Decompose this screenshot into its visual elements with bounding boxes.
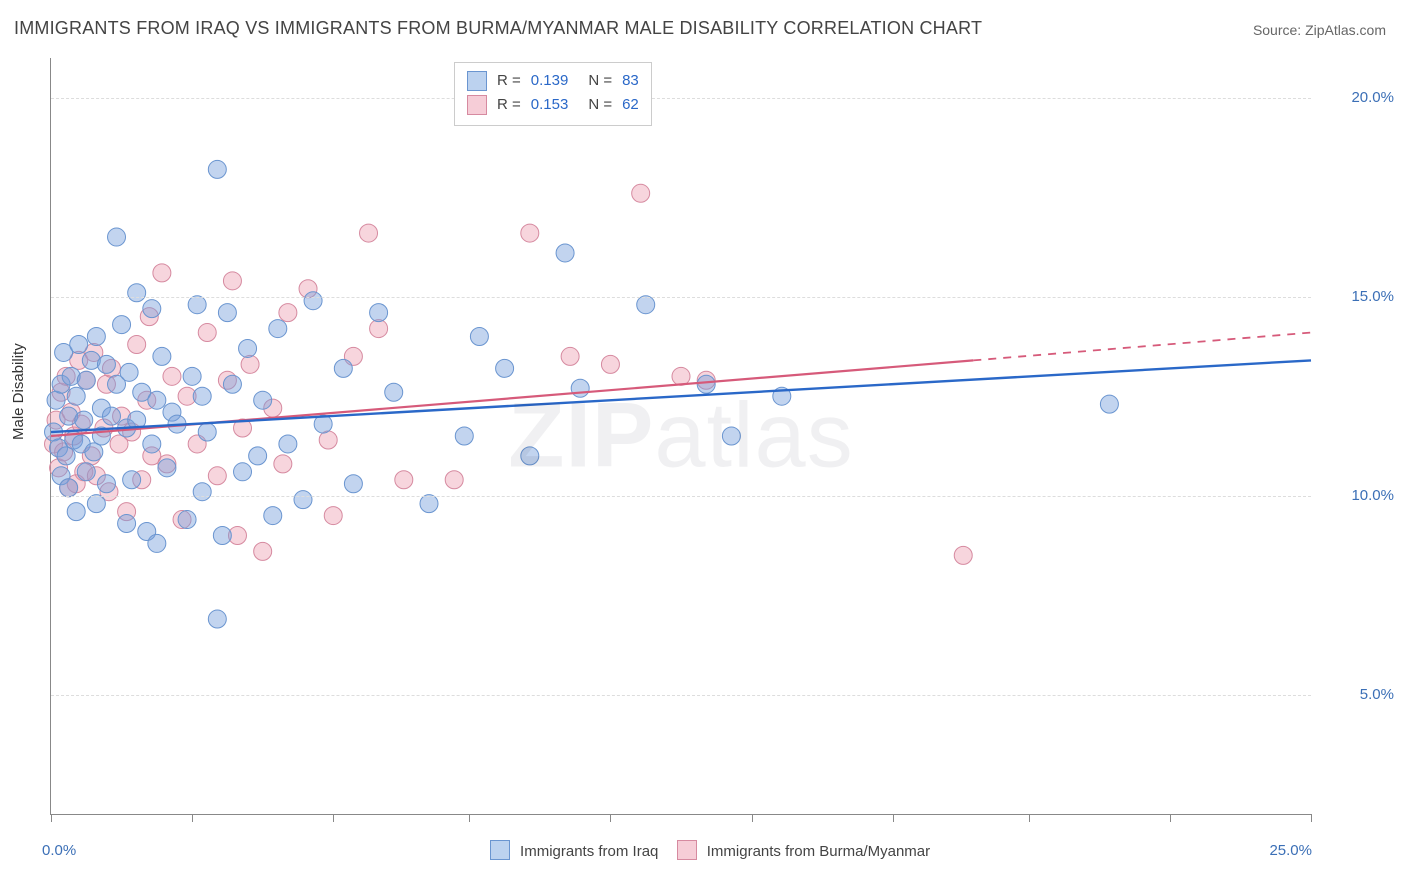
r-value: 0.153: [531, 93, 569, 117]
scatter-svg: [51, 58, 1311, 814]
swatch-icon: [467, 95, 487, 115]
legend-row-burma: R = 0.153 N = 62: [467, 93, 639, 117]
source-label: Source: ZipAtlas.com: [1253, 22, 1386, 38]
series-label: Immigrants from Burma/Myanmar: [707, 843, 930, 860]
r-value: 0.139: [531, 69, 569, 93]
r-label: R =: [497, 93, 521, 117]
swatch-icon: [490, 840, 510, 860]
n-value: 83: [622, 69, 639, 93]
series-legend: Immigrants from Iraq Immigrants from Bur…: [0, 840, 1406, 860]
swatch-icon: [677, 840, 697, 860]
chart-title: IMMIGRANTS FROM IRAQ VS IMMIGRANTS FROM …: [14, 18, 982, 39]
swatch-icon: [467, 71, 487, 91]
legend-row-iraq: R = 0.139 N = 83: [467, 69, 639, 93]
series-label: Immigrants from Iraq: [520, 843, 658, 860]
n-label: N =: [588, 69, 612, 93]
r-label: R =: [497, 69, 521, 93]
n-label: N =: [588, 93, 612, 117]
n-value: 62: [622, 93, 639, 117]
correlation-legend: R = 0.139 N = 83 R = 0.153 N = 62: [454, 62, 652, 126]
plot-area: ZIPatlas: [50, 58, 1311, 815]
y-axis-label: Male Disability: [10, 343, 27, 440]
